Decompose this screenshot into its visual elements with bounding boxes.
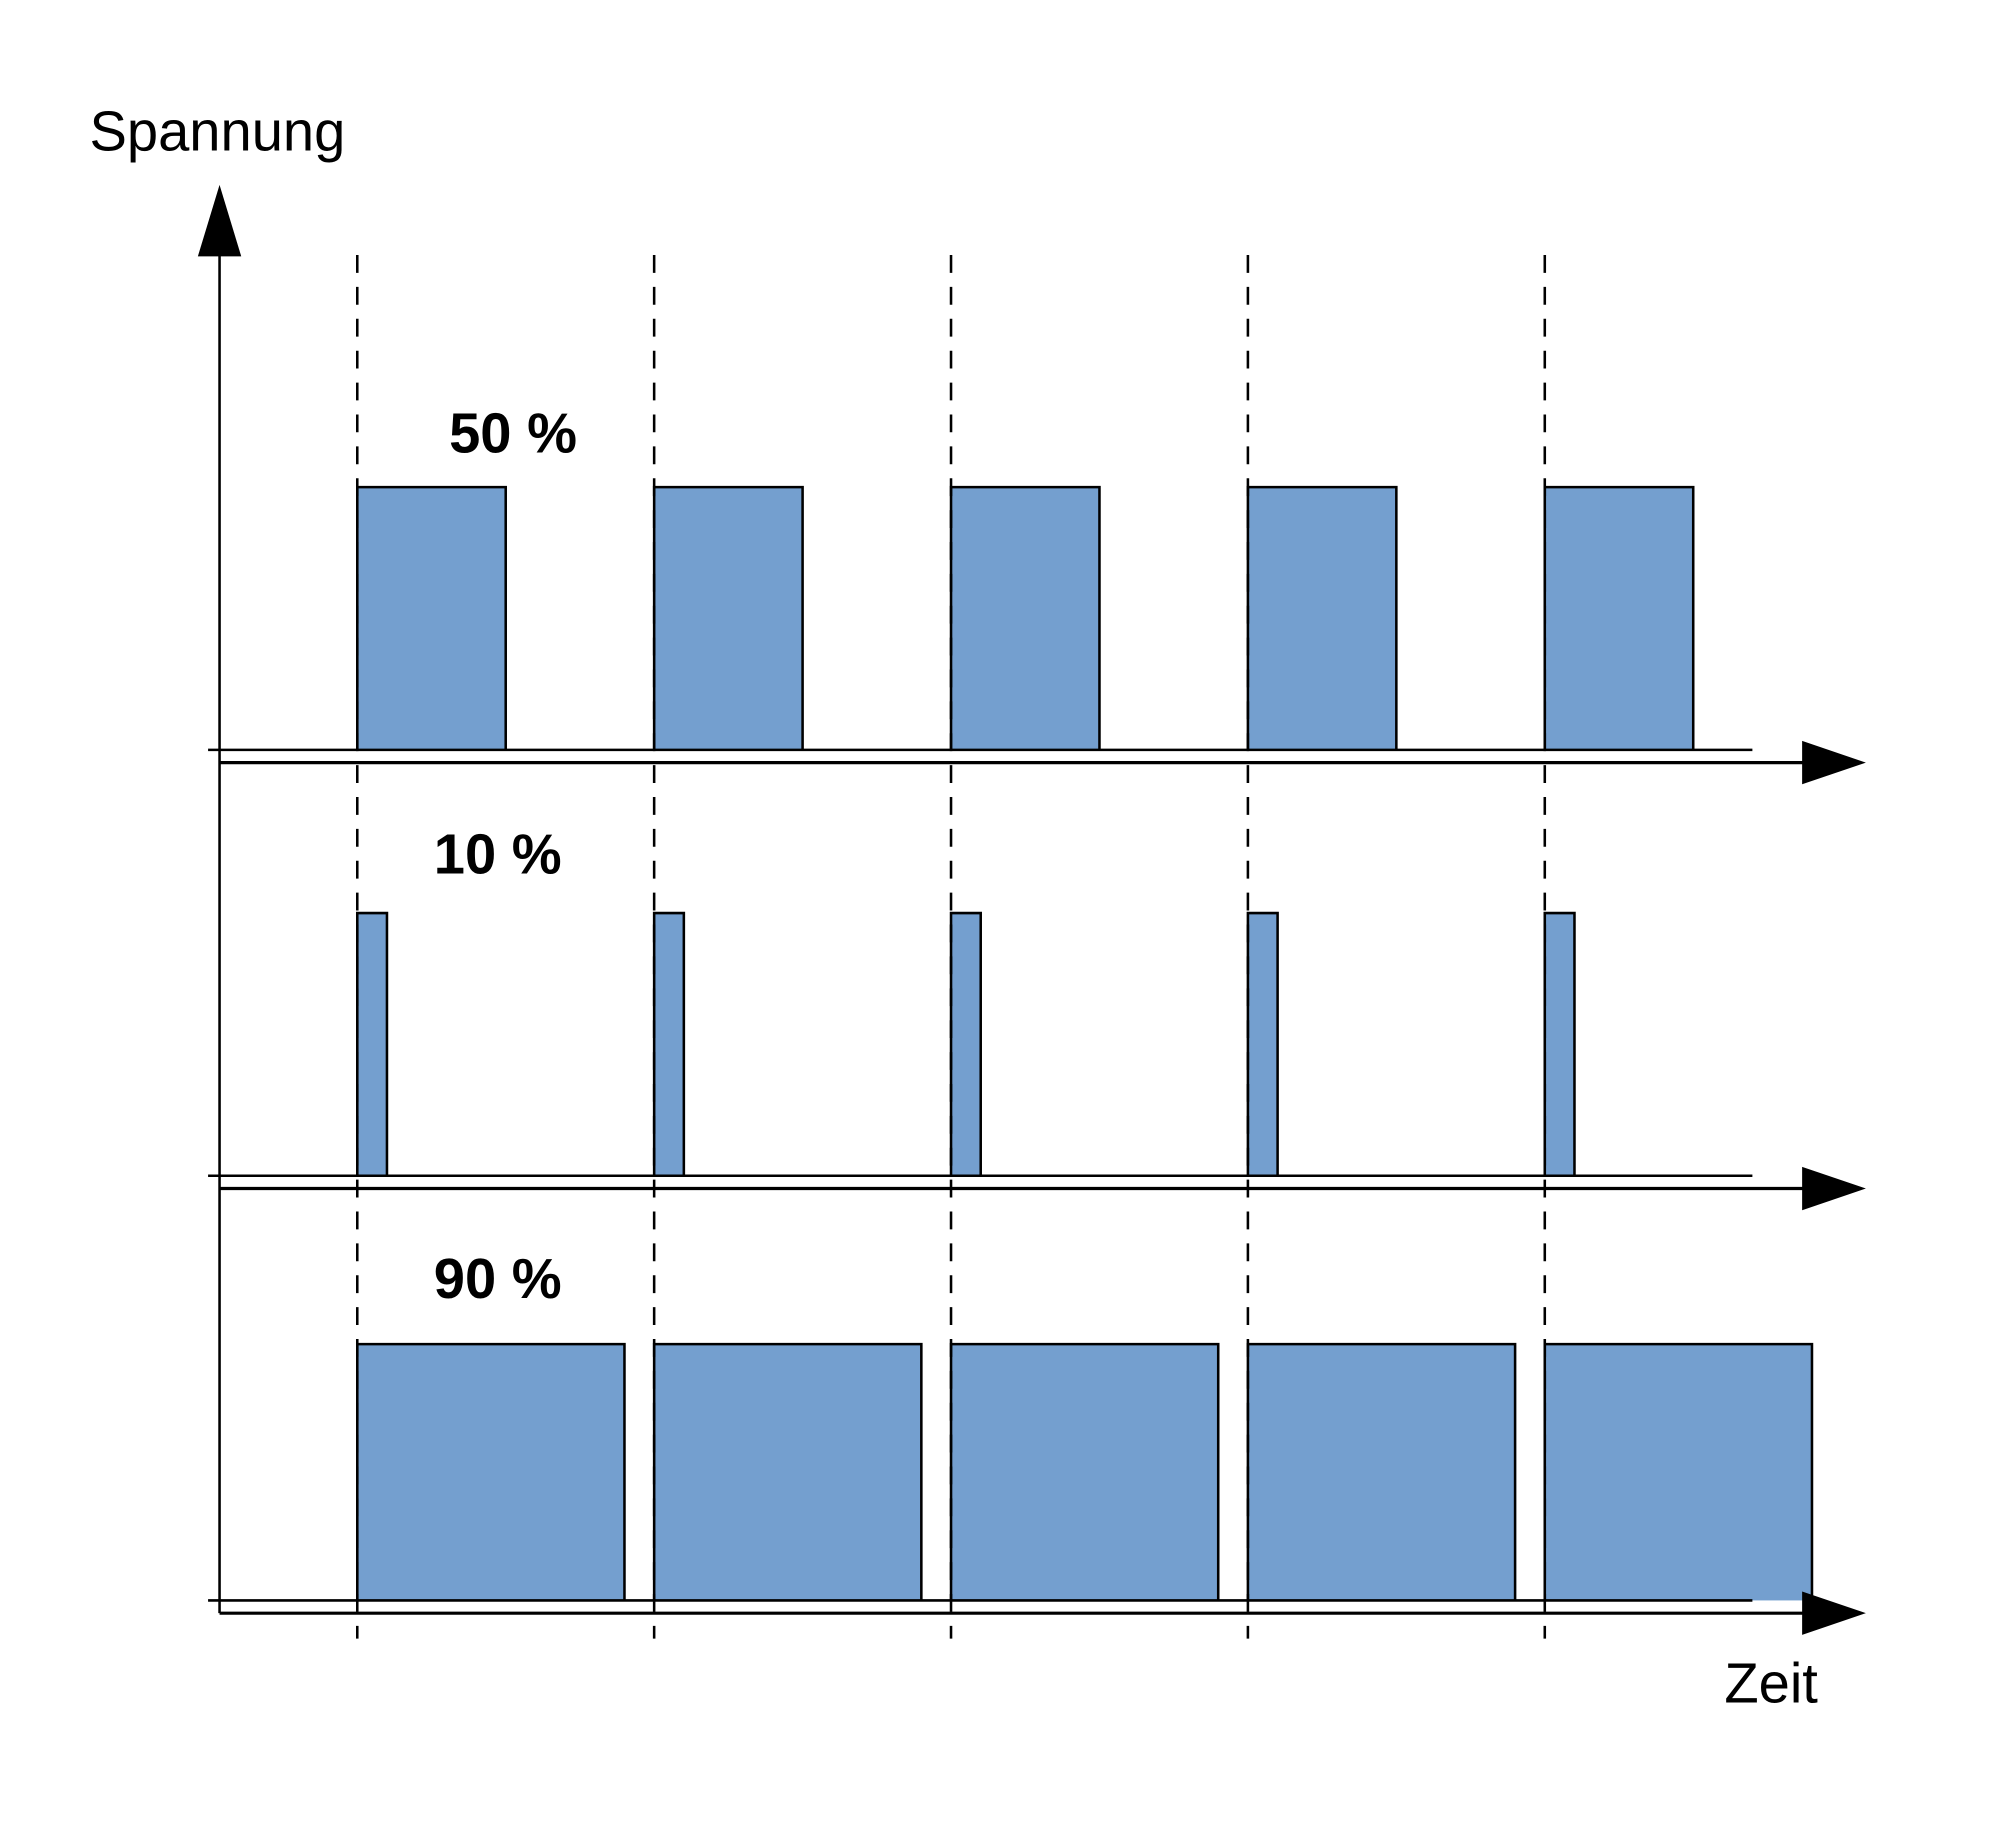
pulse-outline <box>949 911 982 1176</box>
duty-cycle-label: 90 % <box>434 1247 562 1310</box>
time-axis-arrow-icon <box>1802 740 1866 785</box>
y-axis-arrow-icon <box>197 184 242 257</box>
pulse <box>1247 1344 1516 1601</box>
pulse <box>1544 913 1575 1176</box>
pulse <box>654 1344 922 1601</box>
pulse <box>357 487 506 750</box>
pulse <box>1544 1344 1812 1601</box>
pulse-outline <box>356 911 389 1176</box>
pulse <box>654 487 803 750</box>
time-axis-arrow-icon <box>1802 1591 1866 1635</box>
time-axis-arrow-icon <box>1802 1166 1866 1211</box>
pulse <box>951 1344 1219 1601</box>
pulse-outline <box>1543 911 1576 1176</box>
pulse-outline <box>1246 911 1279 1176</box>
pulse <box>654 913 684 1176</box>
duty-cycle-label: 10 % <box>434 823 562 886</box>
pulse <box>951 487 1100 750</box>
pulse-outline <box>652 911 686 1176</box>
x-axis-label: Zeit <box>1724 1651 1818 1714</box>
pulse <box>1544 487 1694 750</box>
pulse <box>357 1344 625 1601</box>
pulse <box>951 913 981 1176</box>
pulse <box>1247 913 1278 1176</box>
pulse <box>1247 487 1397 750</box>
duty-cycle-label: 50 % <box>449 402 577 465</box>
y-axis-label: Spannung <box>89 99 345 162</box>
pulse <box>357 913 387 1176</box>
